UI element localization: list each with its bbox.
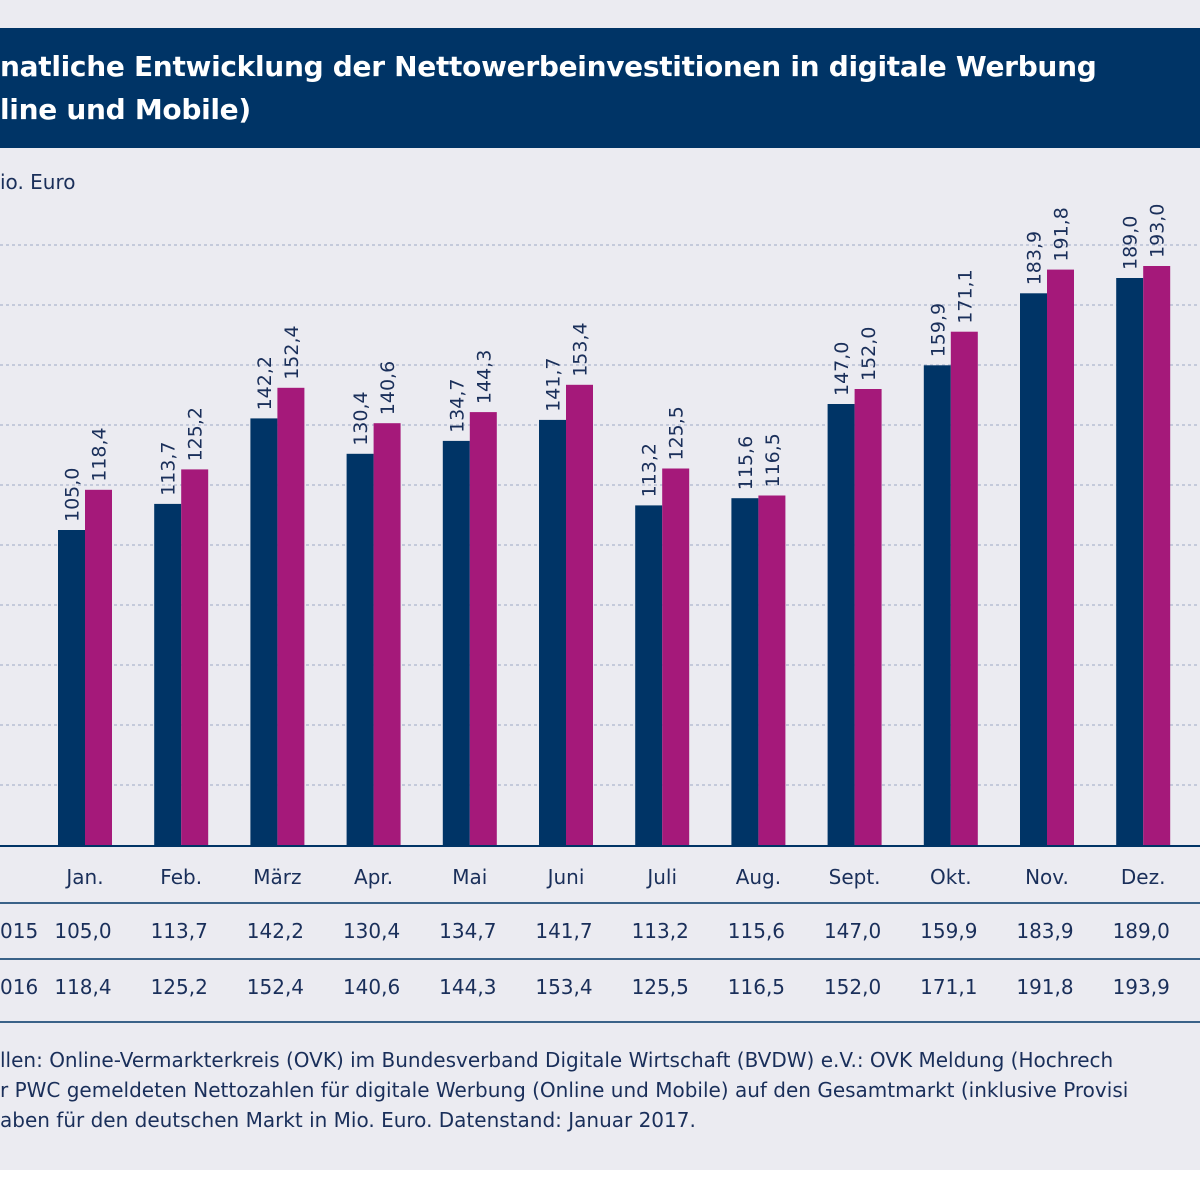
chart-title-line-2: line und Mobile)	[0, 93, 251, 126]
bar-2015	[1020, 293, 1047, 845]
bar-value-label: 152,0	[858, 327, 880, 381]
bar-value-label: 113,2	[639, 443, 661, 497]
bar-value-label: 134,7	[446, 378, 468, 432]
table-cell: 152,4	[247, 975, 304, 999]
bar-value-label: 116,5	[762, 433, 784, 487]
table-cell: 152,0	[824, 975, 881, 999]
table-cell: 147,0	[824, 919, 881, 943]
bar-2016	[181, 469, 209, 845]
bar-value-label: 118,4	[89, 427, 111, 481]
x-tick-label: Juni	[546, 865, 585, 889]
table-cell: 183,9	[1016, 919, 1073, 943]
source-footnote-line-1: llen: Online-Vermarkterkreis (OVK) im Bu…	[0, 1048, 1114, 1072]
table-cell: 105,0	[54, 919, 111, 943]
bar-value-label: 191,8	[1051, 207, 1073, 261]
bar-value-label: 189,0	[1120, 216, 1142, 270]
bar-value-label: 113,7	[158, 441, 180, 495]
bar-2015	[154, 503, 182, 845]
bar-2015	[635, 505, 663, 845]
bar-2016	[950, 331, 978, 845]
bar-2016	[854, 389, 882, 845]
bar-value-label: 115,6	[735, 436, 757, 490]
table-cell: 144,3	[439, 975, 496, 999]
table-cell: 142,2	[247, 919, 304, 943]
x-tick-label: Feb.	[160, 865, 202, 889]
bar-value-label: 140,6	[377, 361, 399, 415]
table-cell: 118,4	[54, 975, 111, 999]
y-unit-label: io. Euro	[0, 170, 76, 194]
bar-value-label: 105,0	[62, 468, 84, 522]
bar-value-label: 159,9	[927, 303, 949, 357]
table-row-label: 015	[0, 919, 38, 943]
bar-2016	[277, 387, 305, 845]
bar-value-label: 144,3	[473, 350, 495, 404]
table-cell: 134,7	[439, 919, 496, 943]
bar-2015	[827, 404, 855, 845]
bar-2015	[1116, 278, 1144, 845]
bar-2015	[923, 365, 951, 845]
table-cell: 113,2	[632, 919, 689, 943]
table-cell: 125,2	[151, 975, 208, 999]
bar-value-label: 125,2	[185, 407, 207, 461]
bar-value-label: 147,0	[831, 342, 853, 396]
bar-2015	[250, 418, 278, 845]
bar-value-label: 153,4	[570, 322, 592, 376]
bar-2016	[1143, 266, 1171, 845]
bar-2015	[539, 419, 566, 845]
table-cell: 191,8	[1016, 975, 1073, 999]
x-tick-label: Aug.	[736, 865, 781, 889]
source-footnote-line-2: r PWC gemeldeten Nettozahlen für digital…	[0, 1078, 1129, 1102]
x-tick-label: Apr.	[354, 865, 393, 889]
bar-2015	[731, 498, 759, 845]
table-cell: 115,6	[728, 919, 785, 943]
bar-2015	[442, 440, 470, 845]
table-cell: 159,9	[920, 919, 977, 943]
x-tick-label: Nov.	[1025, 865, 1069, 889]
x-tick-label: Juli	[645, 865, 677, 889]
bar-2015	[346, 453, 374, 845]
bar-value-label: 171,1	[954, 269, 976, 323]
x-tick-label: Jan.	[64, 865, 103, 889]
bar-value-label: 142,2	[254, 356, 276, 410]
x-tick-label: Dez.	[1121, 865, 1166, 889]
bar-value-label: 193,0	[1147, 204, 1169, 258]
chart-title-line-1: natliche Entwicklung der Nettowerbeinves…	[0, 50, 1097, 83]
bar-2016	[469, 412, 497, 845]
bar-2016	[662, 468, 690, 845]
bar-2016	[373, 423, 401, 845]
bar-value-label: 152,4	[281, 325, 303, 379]
table-cell: 189,0	[1113, 919, 1170, 943]
table-cell: 130,4	[343, 919, 400, 943]
table-cell: 125,5	[632, 975, 689, 999]
bar-2016	[1047, 269, 1074, 846]
table-cell: 140,6	[343, 975, 400, 999]
table-cell: 193,9	[1113, 975, 1170, 999]
table-row-label: 016	[0, 975, 38, 999]
x-tick-label: Mai	[452, 865, 487, 889]
table-cell: 153,4	[535, 975, 592, 999]
table-cell: 141,7	[535, 919, 592, 943]
bar-value-label: 125,5	[666, 406, 688, 460]
bar-value-label: 183,9	[1024, 231, 1046, 285]
x-tick-label: März	[253, 865, 301, 889]
bar-value-label: 130,4	[350, 391, 372, 445]
table-cell: 113,7	[151, 919, 208, 943]
table-cell: 116,5	[728, 975, 785, 999]
table-cell: 171,1	[920, 975, 977, 999]
x-tick-label: Sept.	[829, 865, 881, 889]
source-footnote-line-3: aben für den deutschen Markt in Mio. Eur…	[0, 1108, 696, 1132]
bar-2015	[58, 530, 85, 845]
title-banner	[0, 28, 1200, 148]
bar-2016	[758, 495, 786, 845]
bar-value-label: 141,7	[543, 357, 565, 411]
bar-2016	[566, 384, 593, 845]
x-tick-label: Okt.	[930, 865, 972, 889]
bar-2016	[85, 489, 112, 845]
